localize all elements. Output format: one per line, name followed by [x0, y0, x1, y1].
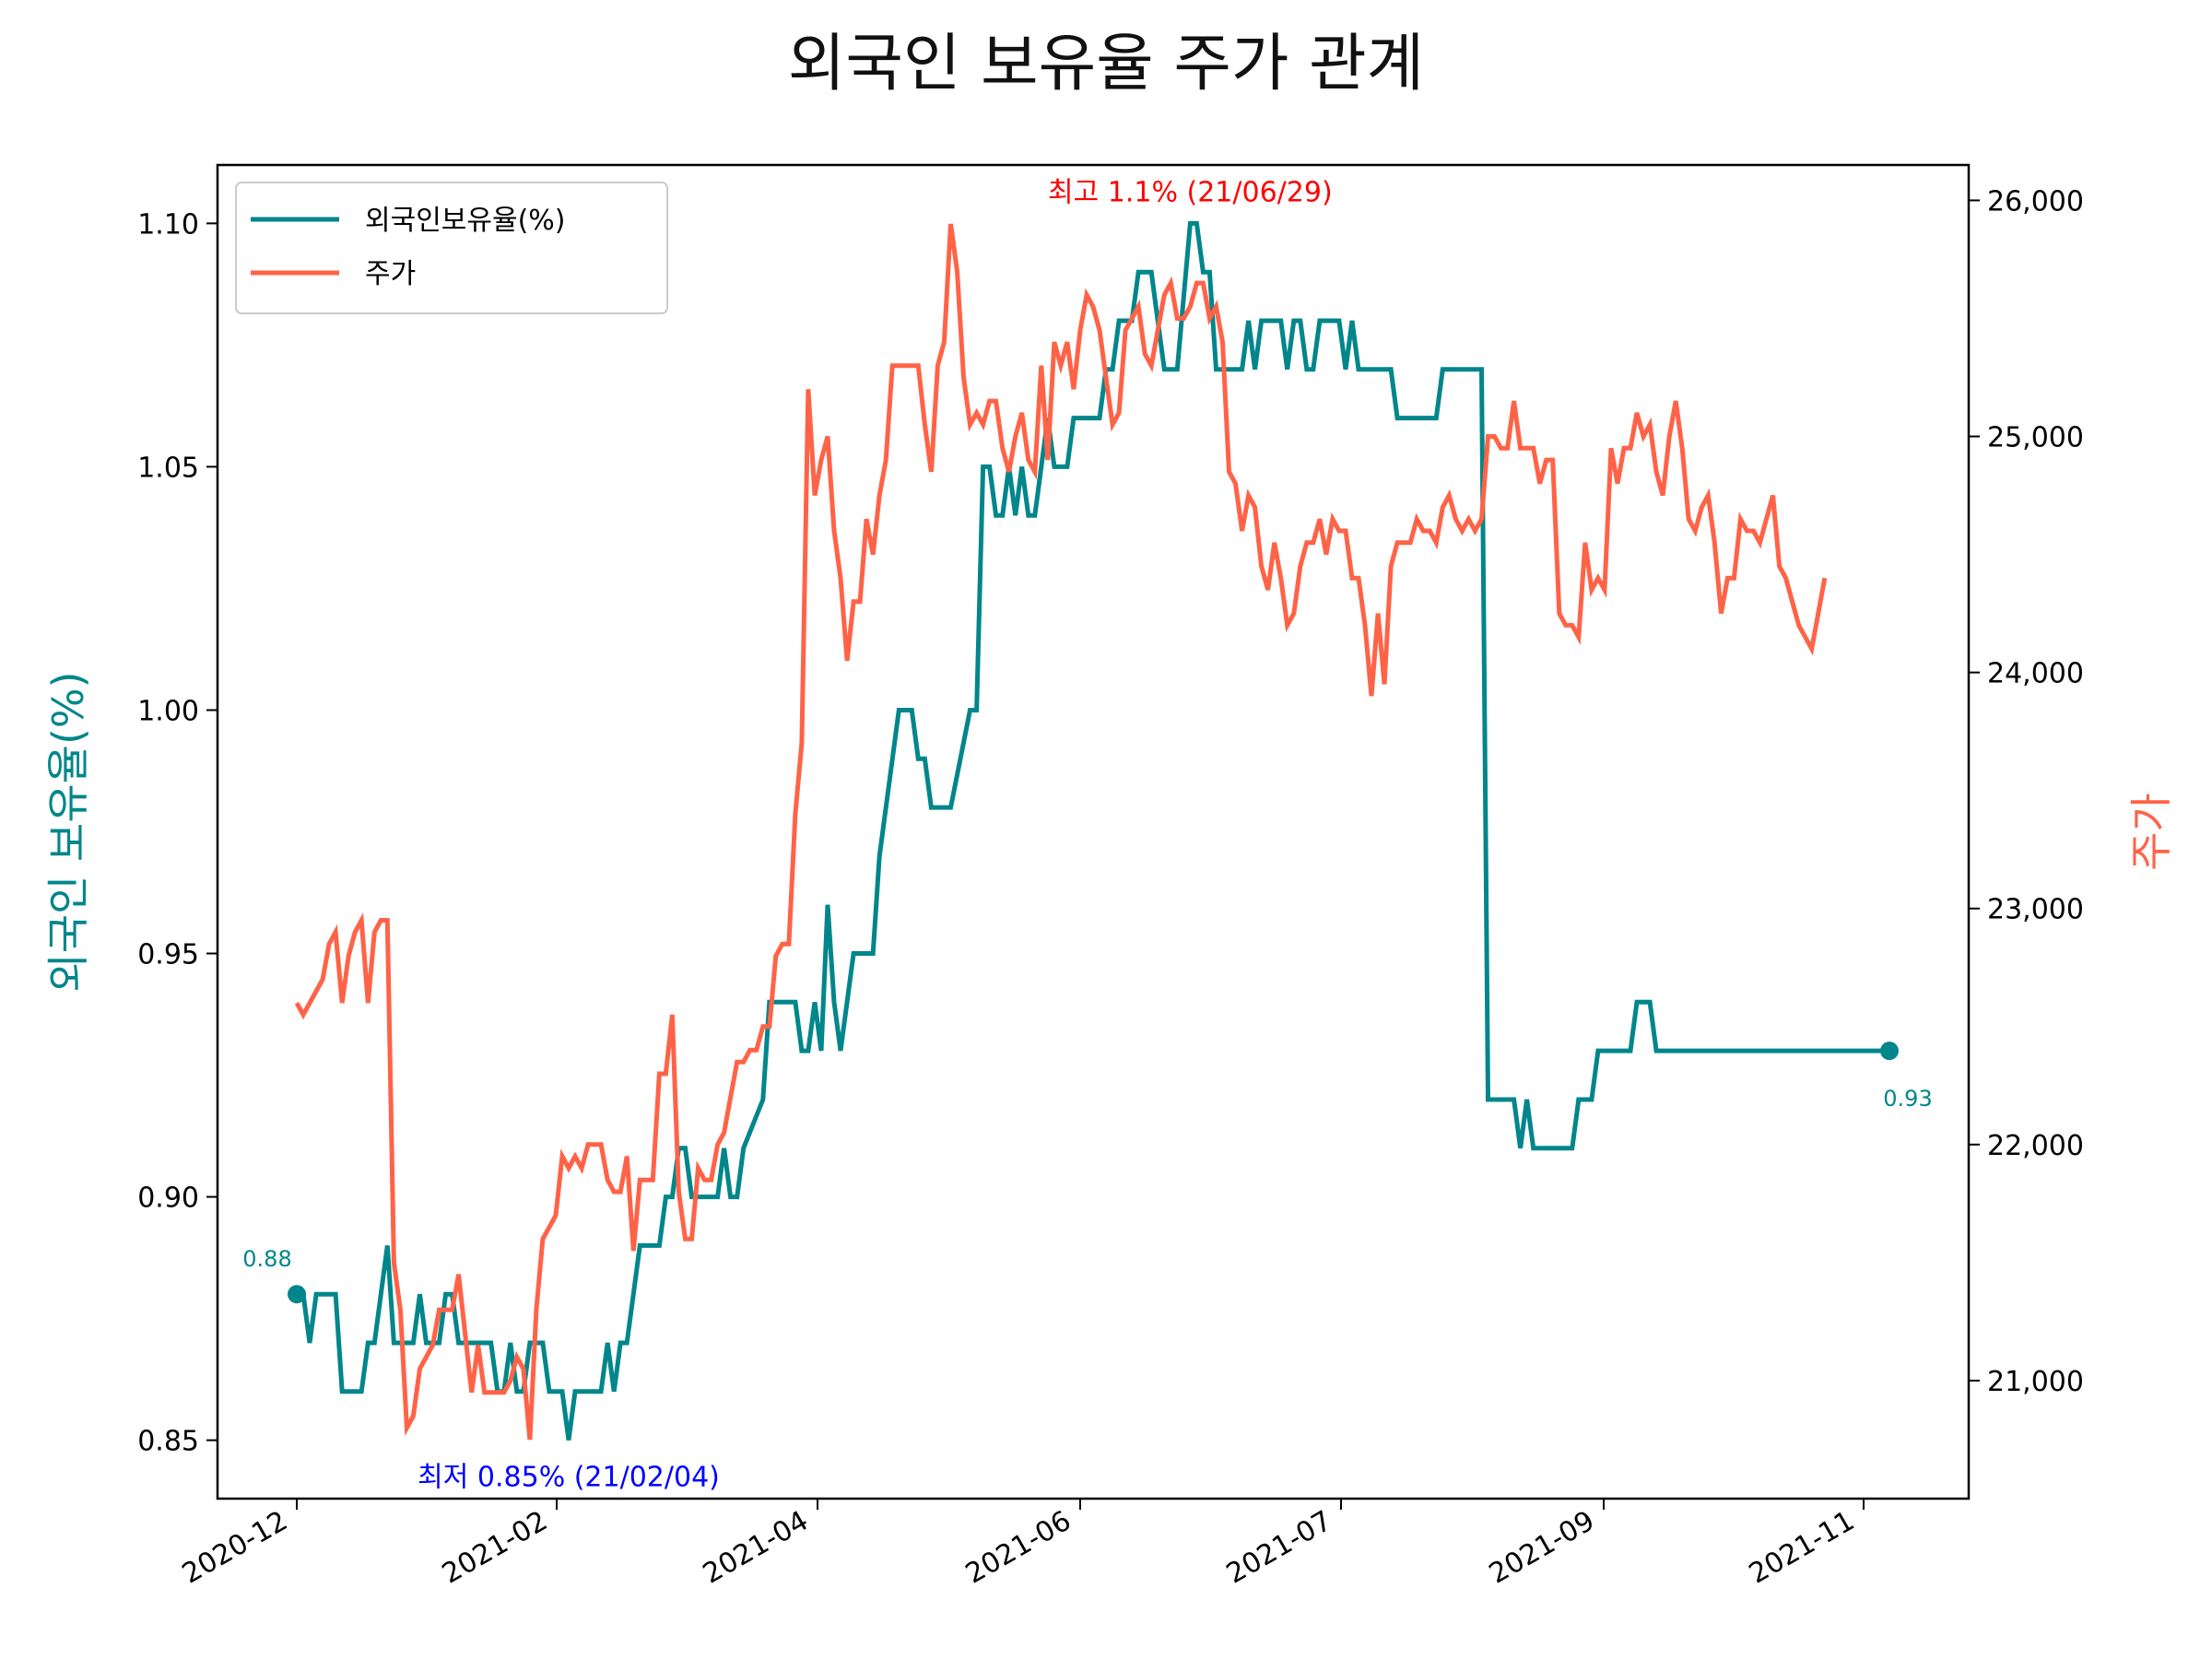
y-right-tick-label: 25,000 [1987, 422, 2084, 454]
y-left-tick-label: 1.00 [137, 695, 199, 727]
series-line-foreign-ratio [297, 220, 1889, 1441]
end-value-label: 0.93 [1883, 1086, 1932, 1112]
annotation-max: 최고 1.1% (21/06/29) [1048, 176, 1333, 208]
y-right-tick-label: 24,000 [1987, 658, 2084, 690]
y-left-tick-label: 1.10 [137, 208, 199, 241]
y-left-tick-label: 0.90 [137, 1182, 199, 1215]
y-left-tick-label: 0.95 [137, 939, 199, 971]
legend-label: 외국인보유율(%) [365, 205, 566, 237]
series-line-price [294, 223, 1828, 1441]
start-marker [288, 1285, 306, 1304]
legend-label: 주가 [365, 258, 416, 290]
y-right-tick-label: 22,000 [1987, 1130, 2084, 1162]
y-right-tick-label: 26,000 [1987, 185, 2084, 218]
legend: 외국인보유율(%) 주가 [235, 182, 668, 314]
y-right-tick-label: 23,000 [1987, 894, 2084, 926]
y-right-tick-label: 21,000 [1987, 1366, 2084, 1398]
y-left-tick-label: 1.05 [137, 452, 199, 484]
y-left-axis-label: 외국인 보유율(%) [43, 671, 93, 992]
end-marker [1880, 1041, 1899, 1061]
y-left-tick-label: 0.85 [137, 1426, 199, 1458]
y-right-axis-label: 주가 [2126, 793, 2176, 871]
plot-frame [216, 163, 1971, 1500]
legend-box [235, 182, 668, 314]
chart-title: 외국인 보유율 주가 관계 [788, 28, 1424, 100]
start-value-label: 0.88 [242, 1246, 291, 1272]
annotation-min: 최저 0.85% (21/02/04) [418, 1462, 720, 1494]
